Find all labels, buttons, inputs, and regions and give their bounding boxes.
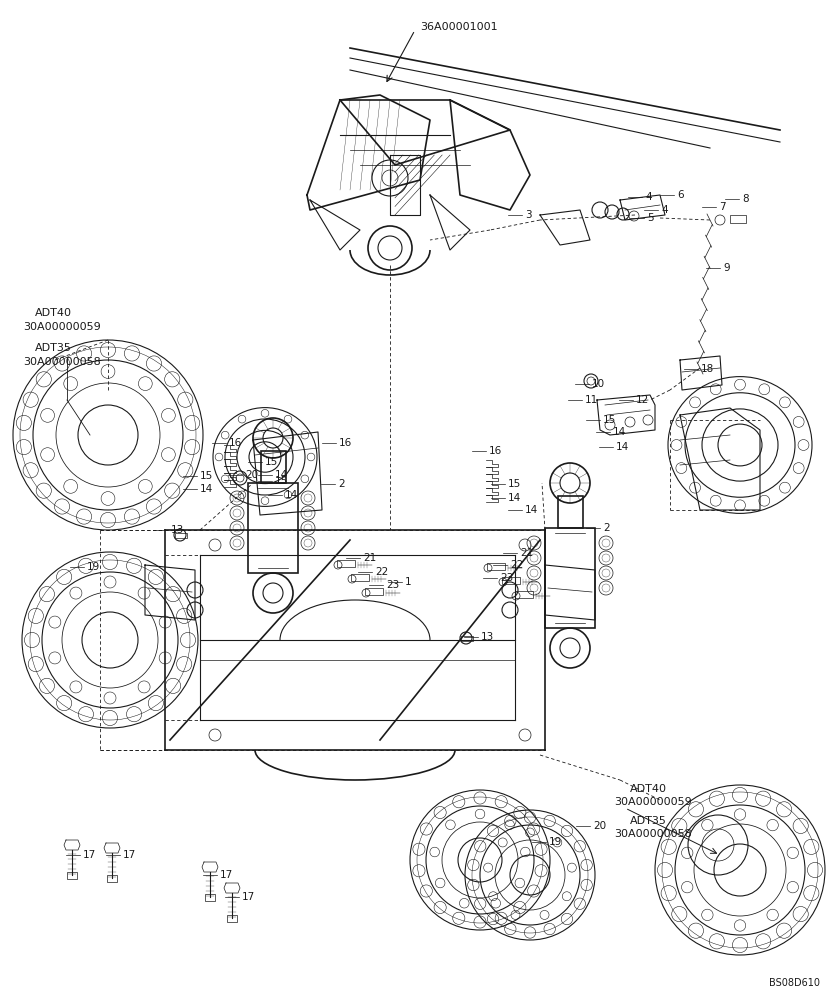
Text: 18: 18 xyxy=(701,364,714,374)
Text: 16: 16 xyxy=(339,438,352,448)
Text: 17: 17 xyxy=(242,892,255,902)
Bar xyxy=(248,483,298,573)
Text: 7: 7 xyxy=(719,202,726,212)
Text: 13: 13 xyxy=(481,632,494,642)
Text: ADT35: ADT35 xyxy=(35,343,72,353)
Text: 15: 15 xyxy=(275,476,288,486)
Text: 30A00000058: 30A00000058 xyxy=(23,357,101,367)
Text: 15: 15 xyxy=(265,457,278,467)
Text: 14: 14 xyxy=(285,490,298,500)
Text: 16: 16 xyxy=(489,446,502,456)
Text: 17: 17 xyxy=(220,870,234,880)
Text: 19: 19 xyxy=(87,562,100,572)
Text: 5: 5 xyxy=(647,213,654,223)
Text: ADT35: ADT35 xyxy=(630,816,667,826)
Bar xyxy=(461,636,473,641)
Text: ADT40: ADT40 xyxy=(630,784,667,794)
Text: 3: 3 xyxy=(525,210,532,220)
Text: 14: 14 xyxy=(508,493,522,503)
Text: 21: 21 xyxy=(363,553,376,563)
Text: 13: 13 xyxy=(171,525,184,535)
Text: 30A00000059: 30A00000059 xyxy=(614,797,692,807)
Text: 15: 15 xyxy=(200,471,213,481)
Text: 9: 9 xyxy=(723,263,730,273)
Bar xyxy=(175,533,187,538)
Bar xyxy=(730,215,746,223)
Bar xyxy=(558,496,583,528)
Text: 15: 15 xyxy=(603,415,617,425)
Text: 14: 14 xyxy=(616,442,629,452)
Text: 23: 23 xyxy=(386,580,399,590)
Bar xyxy=(205,894,215,901)
Bar xyxy=(261,451,286,483)
Text: 17: 17 xyxy=(83,850,97,860)
Bar xyxy=(365,588,383,595)
Text: 11: 11 xyxy=(585,395,598,405)
Text: 14: 14 xyxy=(613,427,627,437)
Text: 21: 21 xyxy=(520,548,533,558)
Text: 36A00001001: 36A00001001 xyxy=(420,22,497,32)
Text: 2: 2 xyxy=(603,523,610,533)
Bar xyxy=(107,875,117,882)
Text: ADT40: ADT40 xyxy=(35,308,72,318)
Bar xyxy=(515,591,533,598)
Text: 30A00000059: 30A00000059 xyxy=(23,322,101,332)
Text: 16: 16 xyxy=(229,438,242,448)
Text: 10: 10 xyxy=(592,379,605,389)
Text: 14: 14 xyxy=(275,470,288,480)
Text: 15: 15 xyxy=(508,479,522,489)
Text: 22: 22 xyxy=(375,567,388,577)
Bar xyxy=(502,577,520,584)
Bar xyxy=(337,560,355,567)
Bar xyxy=(487,563,505,570)
Text: BS08D610: BS08D610 xyxy=(769,978,820,988)
Bar xyxy=(227,915,237,922)
Text: 14: 14 xyxy=(525,505,538,515)
Text: 20: 20 xyxy=(245,470,258,480)
Text: 2: 2 xyxy=(338,479,344,489)
Text: 1: 1 xyxy=(405,577,412,587)
Text: 23: 23 xyxy=(500,573,513,583)
Text: 30A00000058: 30A00000058 xyxy=(614,829,692,839)
Text: 12: 12 xyxy=(636,395,649,405)
Text: 20: 20 xyxy=(593,821,606,831)
Text: 4: 4 xyxy=(645,192,652,202)
Text: 22: 22 xyxy=(510,560,523,570)
Text: 8: 8 xyxy=(742,194,748,204)
Text: 4: 4 xyxy=(661,205,668,215)
Bar xyxy=(351,574,369,581)
Bar xyxy=(545,528,595,628)
Text: 17: 17 xyxy=(123,850,136,860)
Text: 19: 19 xyxy=(549,837,562,847)
Text: 14: 14 xyxy=(200,484,213,494)
Text: 6: 6 xyxy=(677,190,684,200)
Bar xyxy=(67,872,77,879)
